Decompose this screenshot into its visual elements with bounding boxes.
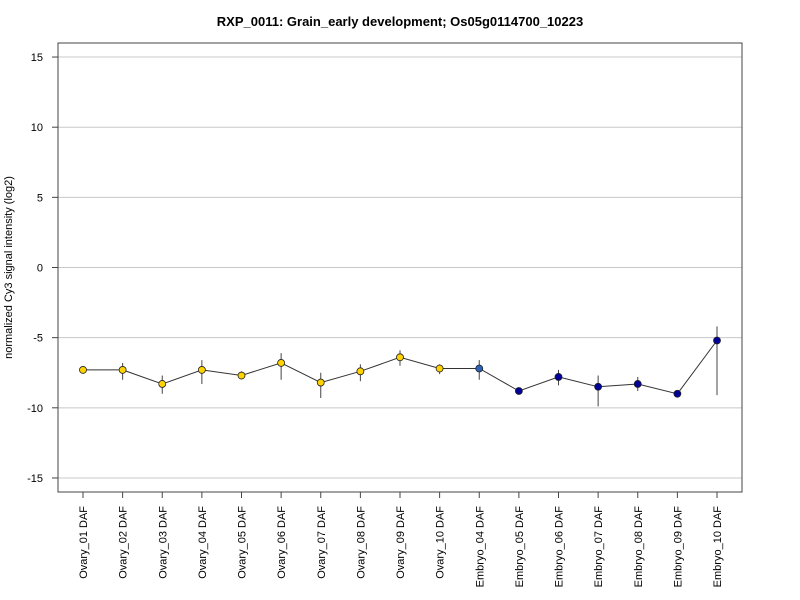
y-axis: -15 -10 -5 0 5 10 15 xyxy=(27,52,58,485)
y-tick-label: 10 xyxy=(31,122,43,134)
x-tick-label: Ovary_05 DAF xyxy=(237,506,249,579)
data-point xyxy=(633,380,642,388)
data-point xyxy=(435,364,444,373)
x-tick-label: Ovary_10 DAF xyxy=(435,506,447,579)
x-tick-label: Ovary_07 DAF xyxy=(316,506,328,579)
data-point xyxy=(316,378,325,387)
x-tick-label: Embryo_05 DAF xyxy=(514,506,526,588)
x-tick-label: Embryo_04 DAF xyxy=(474,506,486,588)
grid-lines xyxy=(58,56,742,479)
data-point xyxy=(713,336,721,345)
data-point xyxy=(396,353,404,362)
data-point xyxy=(158,380,167,388)
data-point xyxy=(118,366,127,374)
y-tick-label: 5 xyxy=(37,192,43,204)
error-bars xyxy=(122,326,718,407)
data-points xyxy=(79,336,721,398)
x-tick-label: Ovary_03 DAF xyxy=(157,506,169,579)
x-tick-label: Embryo_06 DAF xyxy=(554,506,566,588)
y-tick-label: -10 xyxy=(27,403,43,415)
data-point xyxy=(356,367,365,376)
x-tick-label: Ovary_01 DAF xyxy=(78,506,90,579)
data-point xyxy=(277,359,286,367)
y-axis-title: normalized Cy3 signal intensity (log2) xyxy=(3,176,15,359)
x-tick-label: Embryo_09 DAF xyxy=(672,506,684,588)
y-tick-label: 0 xyxy=(37,263,43,275)
data-point xyxy=(514,387,523,395)
data-point xyxy=(237,371,246,380)
chart-title: RXP_0011: Grain_early development; Os05g… xyxy=(217,14,583,29)
series-line xyxy=(83,340,718,395)
y-tick-label: -15 xyxy=(27,473,43,485)
x-tick-label: Embryo_07 DAF xyxy=(593,506,605,588)
data-point xyxy=(79,366,87,374)
y-tick-label: -5 xyxy=(33,333,43,345)
x-tick-label: Embryo_08 DAF xyxy=(633,506,645,588)
x-axis: Ovary_01 DAF Ovary_02 DAF Ovary_03 DAF Ovar… xyxy=(78,492,724,587)
x-tick-label: Ovary_09 DAF xyxy=(395,506,407,579)
x-tick-label: Ovary_06 DAF xyxy=(276,506,288,579)
data-point xyxy=(475,364,484,373)
x-tick-label: Ovary_04 DAF xyxy=(197,506,209,579)
data-point xyxy=(554,373,563,381)
x-tick-label: Ovary_02 DAF xyxy=(118,506,130,579)
data-point xyxy=(594,382,603,391)
data-point xyxy=(673,389,682,398)
y-tick-label: 15 xyxy=(31,52,43,64)
x-tick-label: Embryo_10 DAF xyxy=(712,506,724,588)
data-point xyxy=(197,366,206,374)
plot-frame xyxy=(57,42,743,493)
x-tick-label: Ovary_08 DAF xyxy=(355,506,367,579)
